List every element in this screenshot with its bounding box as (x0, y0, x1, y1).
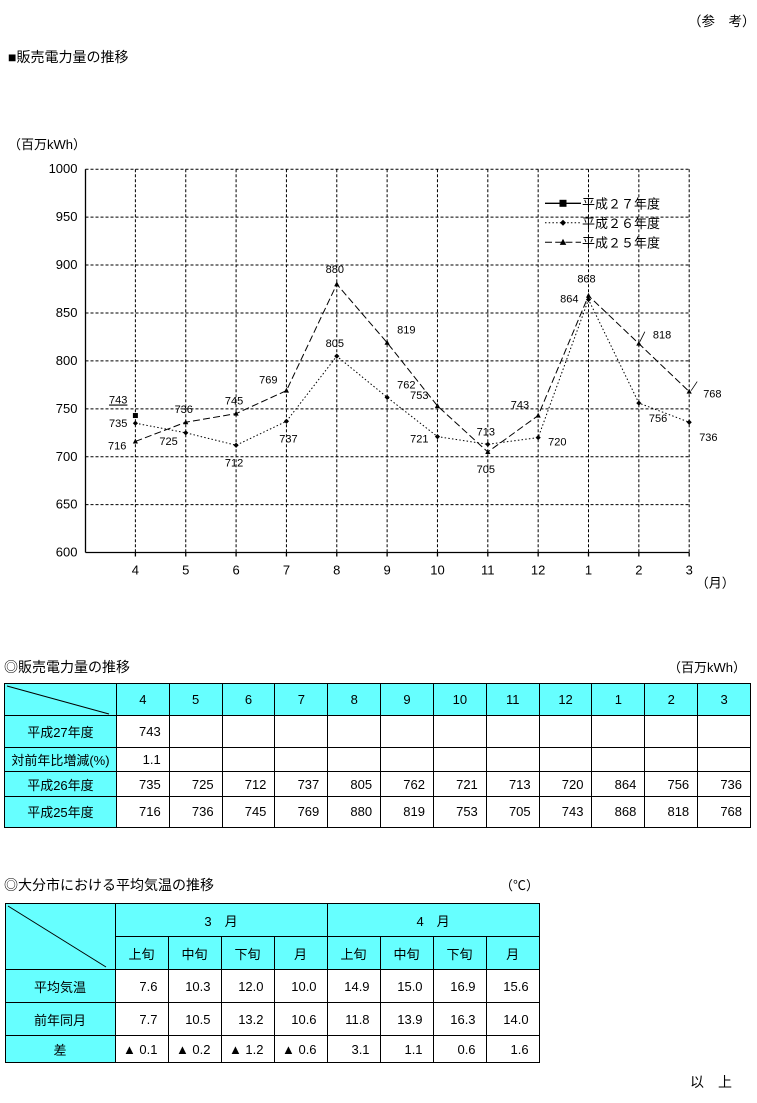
svg-text:769: 769 (259, 375, 277, 387)
svg-text:721: 721 (410, 434, 428, 446)
svg-text:11: 11 (481, 563, 495, 578)
svg-text:819: 819 (397, 325, 415, 337)
svg-text:600: 600 (56, 545, 78, 560)
svg-text:713: 713 (477, 426, 495, 438)
svg-text:7: 7 (283, 563, 290, 578)
svg-text:864: 864 (560, 294, 578, 306)
svg-text:750: 750 (56, 401, 78, 416)
svg-text:平成２６年度: 平成２６年度 (582, 216, 660, 231)
svg-text:720: 720 (548, 437, 566, 449)
svg-text:705: 705 (477, 464, 495, 476)
svg-text:850: 850 (56, 305, 78, 320)
svg-text:9: 9 (384, 563, 391, 578)
svg-text:768: 768 (703, 389, 721, 401)
svg-text:800: 800 (56, 353, 78, 368)
svg-text:736: 736 (699, 432, 717, 444)
svg-text:818: 818 (653, 330, 671, 342)
svg-text:745: 745 (225, 396, 243, 408)
svg-text:868: 868 (577, 274, 595, 286)
svg-text:1: 1 (585, 563, 592, 578)
svg-text:700: 700 (56, 449, 78, 464)
svg-text:1000: 1000 (49, 161, 78, 176)
svg-text:2: 2 (635, 563, 642, 578)
svg-text:950: 950 (56, 209, 78, 224)
svg-text:743: 743 (109, 395, 127, 407)
svg-text:756: 756 (649, 413, 667, 425)
svg-text:880: 880 (326, 264, 344, 276)
svg-text:753: 753 (410, 390, 428, 402)
svg-text:8: 8 (333, 563, 340, 578)
svg-text:900: 900 (56, 257, 78, 272)
svg-text:10: 10 (430, 563, 444, 578)
svg-text:805: 805 (326, 338, 344, 350)
svg-text:725: 725 (159, 436, 177, 448)
svg-text:736: 736 (175, 404, 193, 416)
svg-text:平成２７年度: 平成２７年度 (582, 196, 660, 211)
svg-text:716: 716 (108, 440, 126, 452)
svg-text:743: 743 (511, 400, 529, 412)
svg-text:6: 6 (232, 563, 239, 578)
svg-text:3: 3 (686, 563, 693, 578)
svg-text:4: 4 (132, 563, 139, 578)
svg-text:712: 712 (225, 457, 243, 469)
svg-text:平成２５年度: 平成２５年度 (582, 235, 660, 250)
svg-text:5: 5 (182, 563, 189, 578)
svg-text:（月）: （月） (696, 576, 735, 591)
svg-text:737: 737 (279, 433, 297, 445)
svg-text:650: 650 (56, 497, 78, 512)
svg-text:735: 735 (109, 418, 127, 430)
svg-text:12: 12 (531, 563, 545, 578)
